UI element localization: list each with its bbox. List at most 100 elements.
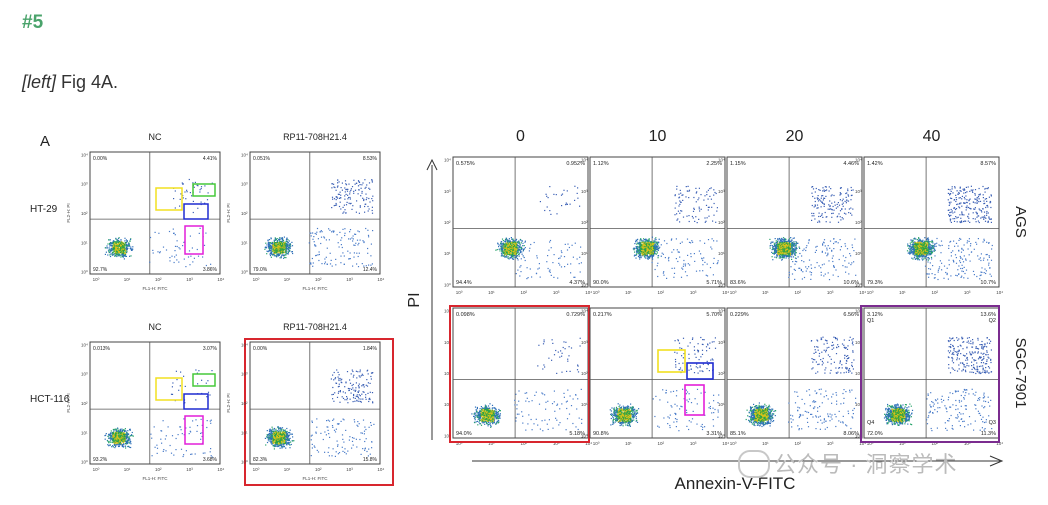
tick-label-y: 10³ xyxy=(241,182,248,187)
tick-label-y: 10³ xyxy=(718,340,725,345)
y-axis-label: FL2-H: PI xyxy=(226,203,231,222)
tick-label-x: 10⁴ xyxy=(996,290,1003,295)
quadrant-ll: 79.3% xyxy=(867,280,883,286)
tick-label-y: 10⁴ xyxy=(718,309,725,314)
tick-label-x: 10¹ xyxy=(284,467,291,472)
tick-label-y: 10² xyxy=(444,220,451,225)
tick-label-x: 10⁴ xyxy=(585,441,592,446)
annotation-box-yellow xyxy=(155,377,183,401)
annotation-box-magenta xyxy=(184,415,204,445)
highlight-frame-purple xyxy=(860,305,1000,443)
tick-label-x: 10² xyxy=(932,441,939,446)
tick-label-y: 10¹ xyxy=(444,402,451,407)
tick-label-y: 10³ xyxy=(718,189,725,194)
quadrant-ll: 94.0% xyxy=(456,431,472,437)
quadrant-tag-q1: Q1 xyxy=(867,318,874,324)
row-label: AGS xyxy=(1012,206,1029,238)
quadrant-lr: 3.86% xyxy=(203,267,218,273)
plot-title: NC xyxy=(149,322,162,332)
tick-label-x: 10⁴ xyxy=(377,467,384,472)
tick-label-x: 10⁰ xyxy=(253,467,260,472)
caption-prefix: [left] xyxy=(22,72,57,92)
plot-frame xyxy=(249,151,381,275)
quadrant-ll: 83.6% xyxy=(730,280,746,286)
annotation-box-green xyxy=(192,373,216,387)
tick-label-y: 10⁴ xyxy=(241,152,248,157)
tick-label-x: 10¹ xyxy=(625,441,632,446)
quadrant-ll: 82.3% xyxy=(253,457,268,463)
quadrant-lr: 10.6% xyxy=(843,280,859,286)
tick-label-y: 10⁴ xyxy=(581,158,588,163)
quadrant-lr: 4.37% xyxy=(569,280,585,286)
tick-label-x: 10³ xyxy=(827,441,834,446)
tick-label-x: 10¹ xyxy=(762,290,769,295)
quadrant-lr: 5.71% xyxy=(706,280,722,286)
quadrant-ll: 90.0% xyxy=(593,280,609,286)
x-axis-label: FL1-H: FITC xyxy=(302,476,328,481)
tick-label-x: 10⁴ xyxy=(377,277,384,282)
tick-label-y: 10³ xyxy=(444,340,451,345)
scatter-dots xyxy=(769,186,857,281)
x-axis-label: FL1-H: FITC xyxy=(302,286,328,291)
quadrant-lr: 3.31% xyxy=(706,431,722,437)
tick-label-x: 10⁰ xyxy=(93,467,100,472)
quadrant-ul: 0.098% xyxy=(456,312,475,318)
quadrant-ur: 0.952% xyxy=(566,161,585,167)
quadrant-ur: 0.729% xyxy=(566,312,585,318)
tick-label-x: 10⁰ xyxy=(730,441,737,446)
scatter-dots xyxy=(471,337,583,432)
tick-label-y: 10⁴ xyxy=(241,342,248,347)
tick-label-y: 10³ xyxy=(855,189,862,194)
tick-label-x: 10² xyxy=(155,277,162,282)
tick-label-y: 10⁴ xyxy=(855,309,862,314)
tick-label-y: 10² xyxy=(718,371,725,376)
dose-label: 0 xyxy=(516,128,525,145)
tick-label-x: 10³ xyxy=(964,441,971,446)
plot-frame xyxy=(726,307,863,439)
caption-text: Fig 4A. xyxy=(61,72,119,92)
plot-frame xyxy=(726,156,863,288)
tick-label-x: 10⁴ xyxy=(217,467,224,472)
quadrant-ur: 3.07% xyxy=(203,346,218,352)
tick-label-y: 10⁴ xyxy=(718,158,725,163)
scatter-dots xyxy=(632,185,719,279)
quadrant-ll: 92.7% xyxy=(93,267,108,273)
dose-label: 40 xyxy=(923,128,941,145)
tick-label-x: 10¹ xyxy=(899,441,906,446)
tick-label-x: 10³ xyxy=(553,290,560,295)
tick-label-x: 10⁰ xyxy=(456,441,463,446)
tick-label-y: 10² xyxy=(241,401,248,406)
tick-label-y: 10⁴ xyxy=(444,158,451,163)
scatter-dots xyxy=(609,336,720,432)
quadrant-ul: 0.229% xyxy=(730,312,749,318)
panel-letter: A xyxy=(40,133,50,150)
tick-label-x: 10² xyxy=(795,441,802,446)
y-axis-arrowhead xyxy=(426,158,438,171)
tick-label-x: 10¹ xyxy=(124,277,131,282)
quadrant-lr: 5.18% xyxy=(569,431,585,437)
annotation-box-magenta xyxy=(684,384,705,416)
tick-label-y: 10⁰ xyxy=(855,282,862,287)
quadrant-ll: 90.8% xyxy=(593,431,609,437)
scatter-dots xyxy=(264,179,374,268)
row-label: SGC-7901 xyxy=(1012,338,1029,409)
tick-label-x: 10³ xyxy=(553,441,560,446)
annotation-box-yellow xyxy=(155,187,183,211)
tick-label-y: 10¹ xyxy=(855,251,862,256)
plot-title: NC xyxy=(149,132,162,142)
tick-label-y: 10² xyxy=(855,371,862,376)
tick-label-y: 10⁰ xyxy=(241,460,248,465)
tick-label-y: 10¹ xyxy=(241,240,248,245)
tick-label-y: 10² xyxy=(718,220,725,225)
quadrant-ur: 4.41% xyxy=(203,156,218,162)
tick-label-y: 10¹ xyxy=(81,240,88,245)
quadrant-ul: 0.051% xyxy=(253,156,271,162)
tick-label-x: 10⁰ xyxy=(253,277,260,282)
quadrant-lr: 11.3% xyxy=(981,431,996,437)
tick-label-x: 10¹ xyxy=(762,441,769,446)
x-axis-label: FL1-H: FITC xyxy=(142,476,168,481)
tick-label-y: 10⁰ xyxy=(581,433,588,438)
annotation-box-green xyxy=(192,183,216,197)
tick-label-y: 10² xyxy=(581,220,588,225)
quadrant-lr: 15.8% xyxy=(363,457,378,463)
